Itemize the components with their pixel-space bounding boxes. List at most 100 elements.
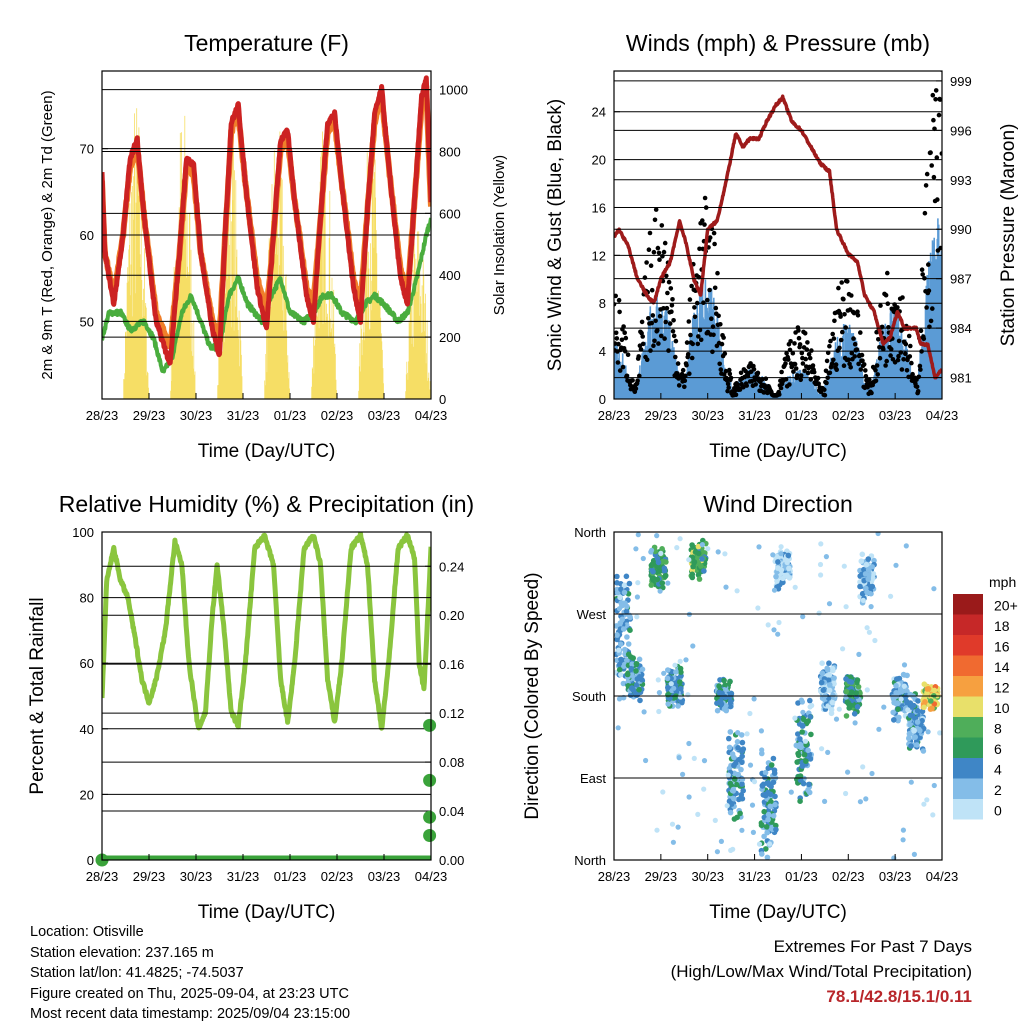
direction-point [675, 703, 681, 709]
direction-point [668, 681, 674, 687]
gust-point [665, 290, 670, 296]
direction-point [749, 802, 756, 808]
direction-point [857, 799, 864, 805]
y-axis-title: Percent & Total Rainfall [27, 597, 48, 794]
gust-point [791, 369, 796, 374]
gust-point [837, 345, 842, 351]
direction-point [843, 676, 849, 682]
gust-point [888, 346, 894, 352]
panel-title: Wind Direction [703, 491, 853, 517]
gust-point [787, 382, 792, 387]
y2-tick-label: 987 [950, 272, 972, 287]
y-tick-label: 12 [592, 248, 606, 263]
gust-point [896, 338, 902, 344]
gust-point [702, 222, 707, 227]
gust-point [839, 280, 844, 285]
direction-point [773, 826, 779, 833]
gust-point [790, 350, 796, 356]
plot-area [614, 532, 942, 860]
direction-point [771, 627, 777, 633]
direction-point [695, 811, 701, 818]
gust-point [614, 330, 619, 336]
gust-point [798, 373, 804, 378]
direction-point [807, 756, 814, 762]
gust-point [682, 384, 687, 390]
direction-point [914, 719, 921, 725]
direction-point [920, 748, 927, 754]
y-tick-label: 0 [599, 392, 606, 407]
x-tick-label: 01/23 [785, 408, 818, 423]
gust-point [710, 349, 715, 355]
x-tick-label: 04/23 [415, 408, 448, 423]
gust-point [637, 373, 642, 379]
gust-point [690, 341, 695, 347]
gust-point [778, 385, 784, 391]
direction-point [739, 827, 745, 833]
direction-point [747, 762, 754, 768]
direction-point [641, 709, 647, 715]
legend-label: 8 [994, 721, 1002, 737]
direction-point [803, 758, 809, 764]
direction-point [805, 747, 811, 754]
gust-point [666, 348, 671, 353]
direction-point [820, 687, 827, 693]
direction-point [762, 769, 769, 776]
legend-swatch [953, 614, 983, 635]
gust-point [684, 340, 690, 345]
gust-point [923, 183, 929, 188]
direction-point [915, 698, 921, 704]
direction-point [925, 686, 932, 692]
direction-point [734, 739, 741, 745]
gust-point [658, 333, 664, 339]
gust-point [875, 372, 880, 377]
precip-point [423, 718, 437, 732]
direction-point [648, 582, 655, 588]
gust-point [661, 249, 667, 255]
wind-direction-panel: North East South West North Wind Direction Tim… [522, 491, 958, 923]
direction-point [739, 759, 745, 766]
direction-point [930, 812, 936, 818]
gust-point [849, 350, 855, 356]
station-elevation: Station elevation: 237.165 m [30, 944, 214, 961]
y-tick-label: 40 [80, 722, 94, 737]
direction-point [614, 636, 620, 643]
gust-point [936, 112, 942, 118]
gust-point [722, 351, 728, 356]
gust-point [934, 155, 940, 160]
direction-point [869, 583, 876, 590]
direction-point [785, 552, 792, 559]
direction-point [738, 766, 744, 773]
gust-point [918, 367, 923, 372]
direction-point [689, 574, 696, 581]
direction-point [629, 661, 635, 667]
gust-point [842, 312, 847, 317]
gust-point [809, 348, 814, 353]
direction-point [716, 689, 723, 696]
direction-point [677, 679, 683, 685]
gust-point [705, 297, 710, 303]
gust-point [725, 381, 731, 387]
gust-point [696, 334, 701, 339]
gust-point [799, 350, 805, 356]
direction-point [828, 707, 835, 713]
direction-point [648, 549, 654, 555]
gust-point [903, 351, 908, 357]
direction-point [724, 803, 730, 809]
direction-point [735, 745, 741, 751]
direction-point [661, 670, 667, 676]
gust-point [873, 378, 879, 384]
direction-point [843, 713, 850, 719]
direction-point [677, 694, 684, 700]
direction-point [795, 700, 801, 706]
gust-point [625, 352, 631, 358]
gust-point [738, 370, 744, 376]
gust-point [885, 270, 890, 276]
direction-point [686, 740, 692, 747]
direction-point [826, 672, 833, 678]
direction-point [657, 588, 663, 594]
humidity-precip-panel: 0 20 40 60 80 100 0.00 0.04 0.08 0.12 0.16 0.20 0.24… [27, 491, 474, 923]
direction-point [836, 706, 842, 712]
legend-swatch [953, 778, 983, 799]
direction-point [675, 824, 681, 830]
direction-point [635, 580, 641, 586]
